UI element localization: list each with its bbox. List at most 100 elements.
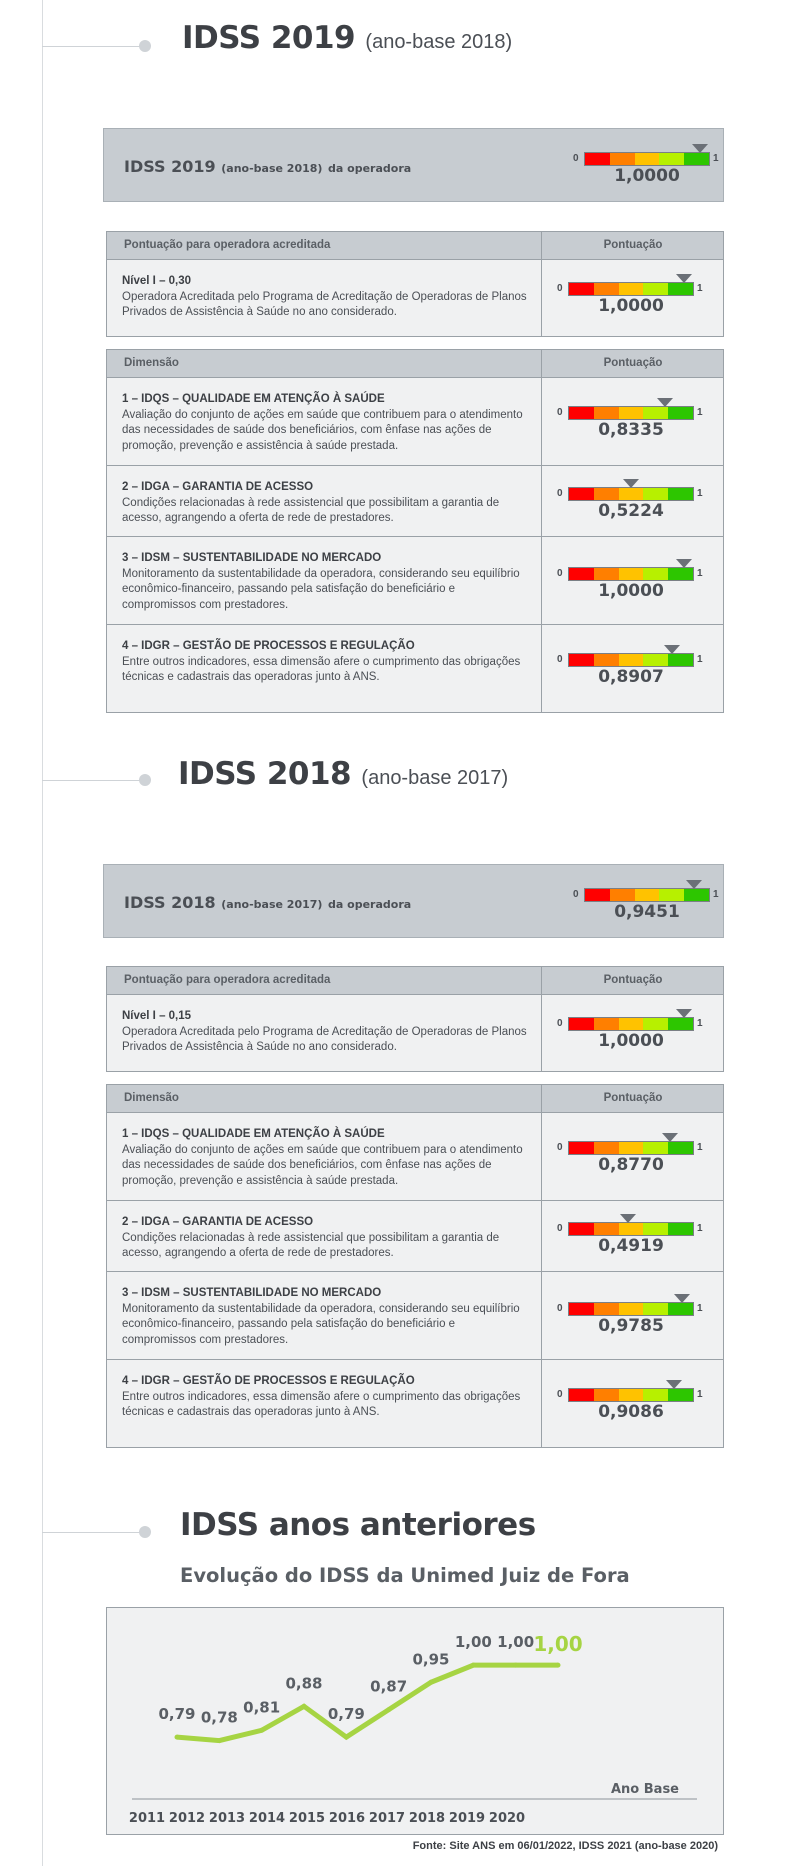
gauge-segment [569, 568, 594, 580]
x-tick-label: 2017 [369, 1811, 405, 1826]
row-title: 2 – IDGA – GARANTIA DE ACESSO [122, 1216, 314, 1228]
operator-score-label: IDSS 2019 (ano-base 2018) da operadora [124, 157, 411, 176]
gauge-pointer [657, 398, 674, 407]
chart-container: Ano Base 0,79 2011 0,78 2012 0,81 2013 0,88 2014… [106, 1607, 724, 1835]
x-tick-label: 2013 [209, 1811, 245, 1826]
gauge-segment [659, 889, 685, 901]
table-row: 3 – IDSM – SUSTENTABILIDADE NO MERCADO M… [107, 1272, 723, 1360]
gauge-max-label: 1 [697, 488, 703, 499]
gauge-max-label: 1 [697, 1223, 703, 1234]
gauge-segment [668, 283, 693, 295]
gauge-segment [609, 153, 635, 165]
gauge-max-label: 1 [697, 1142, 703, 1153]
data-label: 0,81 [243, 1698, 280, 1716]
row-text: 4 – IDGR – GESTÃO DE PROCESSOS E REGULAÇ… [122, 639, 532, 686]
gauge-min-label: 0 [557, 407, 563, 418]
gauge-segment [593, 1018, 619, 1030]
gauge-segment [609, 889, 635, 901]
gauge-min-label: 0 [557, 1223, 563, 1234]
row-description: Operadora Acreditada pelo Programa de Ac… [122, 1025, 527, 1054]
gauge-min-label: 0 [557, 654, 563, 665]
gauge-segment [618, 1389, 644, 1401]
gauge-max-label: 1 [697, 1018, 703, 1029]
gauge-min-label: 0 [557, 283, 563, 294]
row-title: 3 – IDSM – SUSTENTABILIDADE NO MERCADO [122, 1287, 382, 1299]
gauge-value: 1,0000 [598, 581, 664, 601]
x-tick-label: 2015 [289, 1811, 325, 1826]
header-left: Pontuação para operadora acreditada [124, 239, 331, 251]
score-gauge: 0 1 1,0000 [557, 559, 717, 607]
data-point [301, 1703, 307, 1709]
gauge-max-label: 1 [697, 1303, 703, 1314]
header-right: Pontuação [541, 1085, 724, 1112]
row-text: 1 – IDQS – QUALIDADE EM ATENÇÃO À SAÚDE … [122, 1127, 532, 1189]
row-description: Entre outros indicadores, essa dimensão … [122, 655, 521, 684]
gauge-bar [568, 1222, 694, 1236]
score-gauge: 0 1 1,0000 [573, 144, 733, 192]
operator-score-box: IDSS 2018 (ano-base 2017) da operadora 0… [103, 864, 724, 938]
row-title: 3 – IDSM – SUSTENTABILIDADE NO MERCADO [122, 552, 382, 564]
gauge-segment [585, 153, 610, 165]
gauge-segment [569, 283, 594, 295]
gauge-segment [668, 1142, 693, 1154]
gauge-value: 0,9785 [598, 1316, 664, 1336]
gauge-bar [568, 282, 694, 296]
data-label: 1,00 [455, 1633, 492, 1651]
row-text: 4 – IDGR – GESTÃO DE PROCESSOS E REGULAÇ… [122, 1374, 532, 1421]
gauge-bar [568, 1302, 694, 1316]
row-score-cell: 0 1 1,0000 [541, 260, 724, 336]
gauge-segment [585, 889, 610, 901]
gauge-max-label: 1 [713, 889, 719, 900]
gauge-segment [593, 568, 619, 580]
gauge-min-label: 0 [573, 153, 579, 164]
gauge-value: 0,8335 [598, 420, 664, 440]
gauge-segment [668, 568, 693, 580]
section-title-text: IDSS anos anteriores [180, 1507, 536, 1543]
section-title-sub: (ano-base 2018) [365, 31, 513, 53]
data-point [513, 1662, 519, 1668]
source-note: Fonte: Site ANS em 06/01/2022, IDSS 2021… [412, 1840, 718, 1852]
operator-label-sub: (ano-base 2017) [221, 898, 323, 911]
gauge-value: 1,0000 [598, 296, 664, 316]
gauge-segment [634, 153, 660, 165]
gauge-max-label: 1 [697, 1389, 703, 1400]
data-label: 0,79 [158, 1705, 195, 1723]
data-point [555, 1662, 561, 1668]
gauge-segment [618, 1142, 644, 1154]
data-point [343, 1734, 349, 1740]
gauge-value: 0,9451 [614, 902, 680, 922]
table-header: Dimensão Pontuação [107, 1085, 723, 1113]
row-score-cell: 0 1 0,4919 [541, 1201, 724, 1271]
gauge-min-label: 0 [557, 1142, 563, 1153]
section-title-sub: (ano-base 2017) [361, 767, 509, 789]
gauge-value: 0,8770 [598, 1155, 664, 1175]
row-score-cell: 0 1 0,9086 [541, 1360, 724, 1447]
data-label: 0,79 [328, 1705, 365, 1723]
gauge-min-label: 0 [557, 488, 563, 499]
data-label: 0,95 [412, 1650, 449, 1668]
x-tick-label: 2019 [449, 1811, 485, 1826]
gauge-max-label: 1 [697, 654, 703, 665]
gauge-pointer [675, 559, 692, 568]
gauge-segment [643, 283, 669, 295]
data-label: 1,00 [497, 1633, 534, 1651]
operator-label-tail: da operadora [328, 162, 412, 175]
gauge-segment [643, 1142, 669, 1154]
gauge-max-label: 1 [713, 153, 719, 164]
row-title: Nível I – 0,15 [122, 1010, 192, 1022]
gauge-bar [568, 487, 694, 501]
timeline-line [42, 0, 43, 1866]
data-label: 1,00 [533, 1632, 582, 1656]
gauge-segment [569, 488, 594, 500]
gauge-pointer [622, 479, 639, 488]
score-gauge: 0 1 0,8907 [557, 645, 717, 693]
gauge-segment [618, 1303, 644, 1315]
table-row: 2 – IDGA – GARANTIA DE ACESSO Condições … [107, 466, 723, 537]
x-tick-label: 2014 [249, 1811, 285, 1826]
gauge-bar [568, 406, 694, 420]
gauge-bar [568, 1388, 694, 1402]
header-left: Pontuação para operadora acreditada [124, 974, 331, 986]
gauge-segment [618, 407, 644, 419]
gauge-segment [643, 1018, 669, 1030]
gauge-value: 1,0000 [614, 166, 680, 186]
